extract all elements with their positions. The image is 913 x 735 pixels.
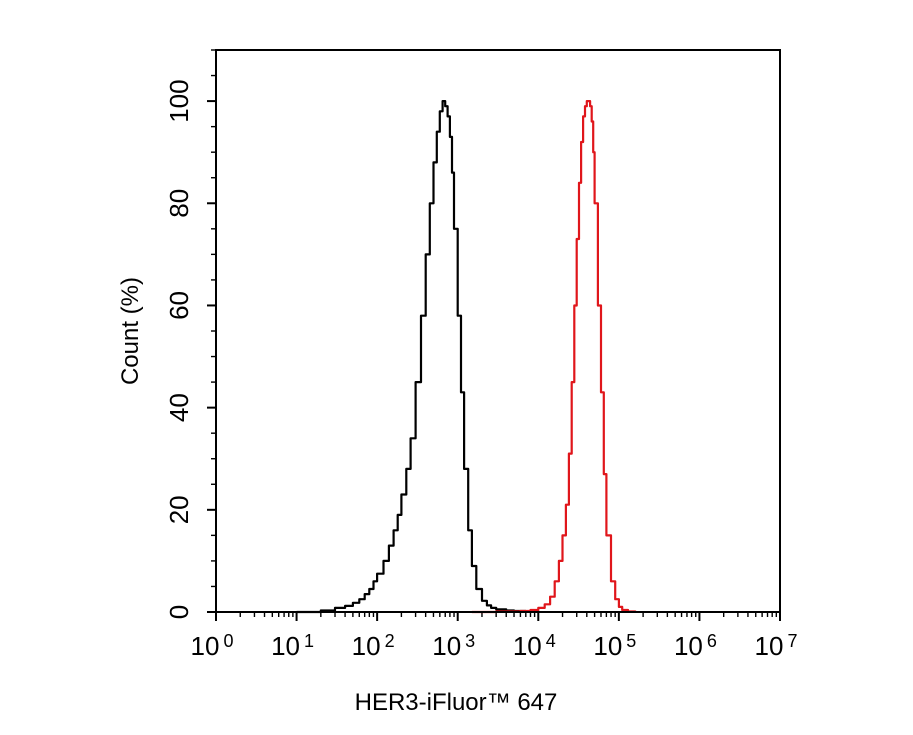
- y-tick-label: 100: [164, 79, 194, 122]
- x-tick-base: 10: [352, 631, 381, 661]
- x-tick-base: 10: [593, 631, 622, 661]
- x-tick-exponent: 5: [626, 631, 636, 651]
- x-tick-exponent: 2: [385, 631, 395, 651]
- y-tick-label: 80: [164, 189, 194, 218]
- series-line-1: [296, 100, 540, 614]
- plot-frame: [215, 49, 781, 613]
- x-tick-label: 10 7: [755, 631, 798, 661]
- x-tick-label: 10 1: [271, 631, 314, 661]
- x-axis-title: HER3-iFluor™ 647: [355, 689, 558, 716]
- x-tick-base: 10: [432, 631, 461, 661]
- x-tick-exponent: 3: [465, 631, 475, 651]
- y-tick-label: 20: [164, 495, 194, 524]
- histogram-series: [296, 100, 637, 614]
- x-tick-labels: 10 0 10 1 10 2 10 3 10 4 10 5 10 6 10 7: [191, 631, 798, 661]
- y-tick-labels: 0 20 40 60 80 100: [164, 79, 194, 619]
- x-tick-exponent: 7: [787, 631, 797, 651]
- x-tick-base: 10: [674, 631, 703, 661]
- x-tick-base: 10: [513, 631, 542, 661]
- x-tick-exponent: 6: [707, 631, 717, 651]
- y-tick-label: 60: [164, 291, 194, 320]
- x-tick-label: 10 2: [352, 631, 395, 661]
- x-tick-label: 10 6: [674, 631, 717, 661]
- major-ticks: [207, 100, 781, 621]
- x-tick-label: 10 3: [432, 631, 475, 661]
- x-tick-label: 10 0: [191, 631, 234, 661]
- x-tick-exponent: 4: [546, 631, 556, 651]
- x-tick-base: 10: [755, 631, 784, 661]
- x-tick-exponent: 1: [304, 631, 314, 651]
- x-tick-exponent: 0: [223, 631, 233, 651]
- y-tick-label: 0: [164, 605, 194, 619]
- minor-ticks: [211, 49, 778, 617]
- series-line-2: [471, 100, 637, 614]
- x-tick-base: 10: [191, 631, 220, 661]
- x-tick-label: 10 5: [593, 631, 636, 661]
- y-axis-title: Count (%): [117, 277, 144, 385]
- x-tick-label: 10 4: [513, 631, 556, 661]
- x-tick-base: 10: [271, 631, 300, 661]
- y-tick-label: 40: [164, 393, 194, 422]
